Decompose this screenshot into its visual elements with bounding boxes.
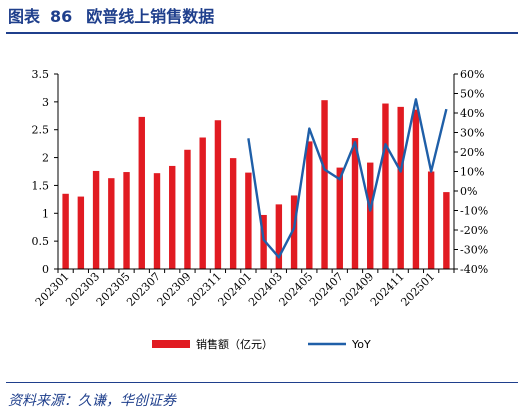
bar-202405 xyxy=(306,141,313,269)
bar-202305 xyxy=(123,172,130,269)
bar-202502 xyxy=(443,192,450,269)
left-tick-label: 3.5 xyxy=(32,68,50,81)
right-tick-label: -10% xyxy=(460,205,488,218)
bar-202404 xyxy=(290,195,298,269)
legend-bar-label: 销售额（亿元） xyxy=(196,337,273,351)
right-tick-label: 50% xyxy=(460,88,484,101)
bar-202407 xyxy=(336,167,343,269)
bar-202307 xyxy=(153,173,161,269)
bar-202303 xyxy=(92,170,100,269)
right-tick-label: -40% xyxy=(460,263,488,276)
yoy-line xyxy=(247,98,448,259)
bar-202311 xyxy=(214,120,222,270)
left-tick-label: 1.5 xyxy=(32,179,50,192)
bar-202302 xyxy=(77,196,85,269)
bar-202301 xyxy=(62,193,69,269)
figure-source: 资料来源：久谦，华创证券 xyxy=(8,393,176,409)
right-tick-label: -30% xyxy=(460,244,488,257)
bar-202304 xyxy=(108,178,115,269)
bar-202501 xyxy=(427,171,435,269)
bar-202406 xyxy=(321,100,328,269)
left-tick-label: 2 xyxy=(42,152,49,165)
bar-202309 xyxy=(184,149,191,269)
left-tick-label: 0.5 xyxy=(32,235,50,248)
figure-title-number: 86 xyxy=(50,7,73,26)
bar-202310 xyxy=(199,137,206,269)
bar-202401 xyxy=(245,172,252,269)
legend-line-label: YoY xyxy=(351,338,371,351)
bar-202308 xyxy=(169,165,176,269)
bar-202409 xyxy=(367,162,374,269)
bar-202403 xyxy=(275,204,283,269)
figure-title-text: 欧普线上销售数据 xyxy=(86,7,215,26)
left-tick-label: 2.5 xyxy=(32,124,50,137)
left-tick-label: 1 xyxy=(42,207,49,220)
figure-title: 图表 86 欧普线上销售数据 xyxy=(8,5,214,29)
bar-202408 xyxy=(351,138,359,269)
right-tick-label: 60% xyxy=(460,68,484,81)
left-tick-label: 3 xyxy=(42,96,49,109)
right-tick-label: 0% xyxy=(460,185,477,198)
right-tick-label: 10% xyxy=(460,166,484,179)
bar-202312 xyxy=(229,158,237,269)
right-tick-label: -20% xyxy=(460,224,488,237)
left-tick-label: 0 xyxy=(42,263,49,276)
figure-title-prefix: 图表 xyxy=(8,7,41,26)
title-rule xyxy=(6,32,518,34)
right-tick-label: 30% xyxy=(460,127,484,140)
bar-202402 xyxy=(260,214,267,269)
bar-202412 xyxy=(412,109,420,269)
bar-202410 xyxy=(382,103,389,269)
right-tick-label: 20% xyxy=(460,146,484,159)
source-rule xyxy=(6,382,518,383)
right-tick-label: 40% xyxy=(460,107,484,120)
legend-bar-swatch xyxy=(152,340,190,348)
bar-202306 xyxy=(138,116,145,270)
x-tick-label: 202501 xyxy=(398,270,437,309)
bar-202411 xyxy=(397,106,404,270)
